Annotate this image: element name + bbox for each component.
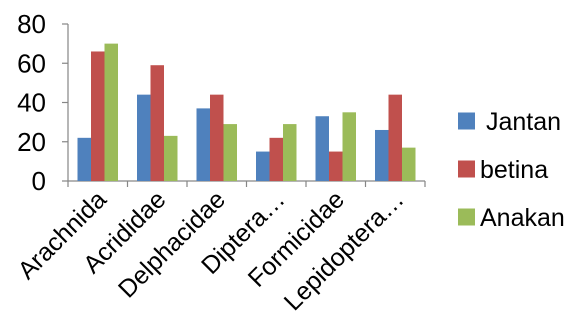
legend-label-anakan: Anakan (480, 204, 565, 232)
legend-swatch-anakan (458, 208, 475, 226)
legend-label-betina: betina (480, 156, 548, 184)
y-axis: 0 20 40 60 80 (17, 9, 69, 196)
bar-betina-arachnida (91, 51, 105, 181)
bar-jantan-formicidae (315, 116, 329, 181)
y-tick-label-60: 60 (17, 48, 46, 78)
bar-jantan-arachnida (77, 137, 91, 181)
category-labels: ArachnidaAcrididaeDelphacidaeDiptera…For… (13, 185, 410, 316)
legend: Jantan betina Anakan (458, 108, 565, 232)
bar-anakan-diptera (283, 124, 297, 181)
bars-group (77, 43, 416, 181)
legend-swatch-betina (458, 160, 475, 178)
bar-betina-delphacidae (210, 94, 224, 181)
legend-swatch-jantan (458, 112, 475, 130)
bar-betina-lepidoptera (388, 94, 402, 181)
y-tick-label-80: 80 (17, 9, 46, 39)
bar-betina-diptera (269, 137, 283, 181)
bar-jantan-lepidoptera (375, 129, 389, 181)
bar-jantan-delphacidae (196, 108, 210, 181)
y-tick-label-20: 20 (17, 127, 46, 157)
bar-anakan-arachnida (104, 43, 118, 181)
bar-betina-acrididae (150, 65, 164, 181)
bar-jantan-diptera (256, 151, 270, 181)
y-tick-label-0: 0 (32, 166, 46, 196)
bar-betina-formicidae (329, 151, 343, 181)
x-axis (67, 180, 426, 187)
bar-anakan-formicidae (342, 112, 356, 181)
bar-anakan-delphacidae (223, 124, 237, 181)
bar-anakan-lepidoptera (402, 147, 416, 181)
bar-anakan-acrididae (164, 135, 178, 181)
legend-label-jantan: Jantan (486, 108, 561, 136)
bar-jantan-acrididae (137, 94, 151, 181)
y-tick-label-40: 40 (17, 88, 46, 118)
